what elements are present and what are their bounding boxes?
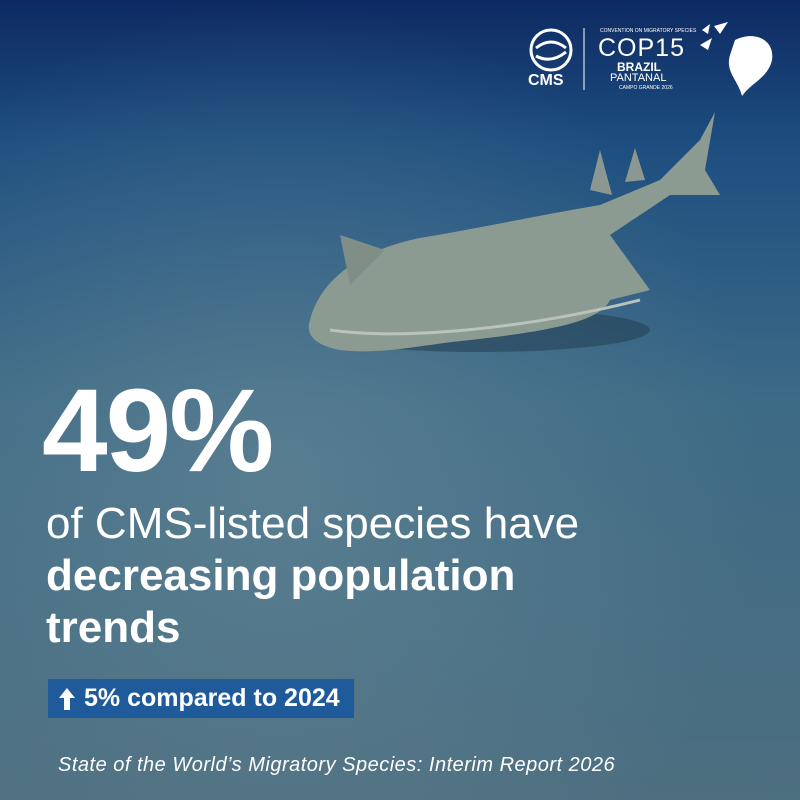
- cop-animals-mark: [700, 22, 773, 96]
- cms-logo-text: CMS: [528, 72, 564, 89]
- source-footer: State of the World’s Migratory Species: …: [58, 754, 616, 776]
- cop-country: BRAZIL: [617, 60, 661, 74]
- up-arrow-icon: [59, 687, 75, 710]
- cms-logo-mark: [529, 28, 573, 72]
- badge-text: 5% compared to 2024: [84, 684, 340, 712]
- cop-city: CAMPO GRANDE 2026: [619, 85, 673, 91]
- cop-subtitle: CONVENTION ON MIGRATORY SPECIES: [600, 28, 697, 34]
- cop-title: COP15: [598, 34, 685, 62]
- cop-region: PANTANAL: [610, 72, 667, 84]
- headline-line: trends: [46, 603, 181, 652]
- change-badge: 5% compared to 2024: [48, 679, 354, 718]
- headline-line: decreasing population: [46, 551, 516, 600]
- angel-shark: [308, 112, 720, 352]
- headline-stat: 49%: [42, 365, 274, 497]
- headline-line: of CMS-listed species have: [46, 499, 580, 548]
